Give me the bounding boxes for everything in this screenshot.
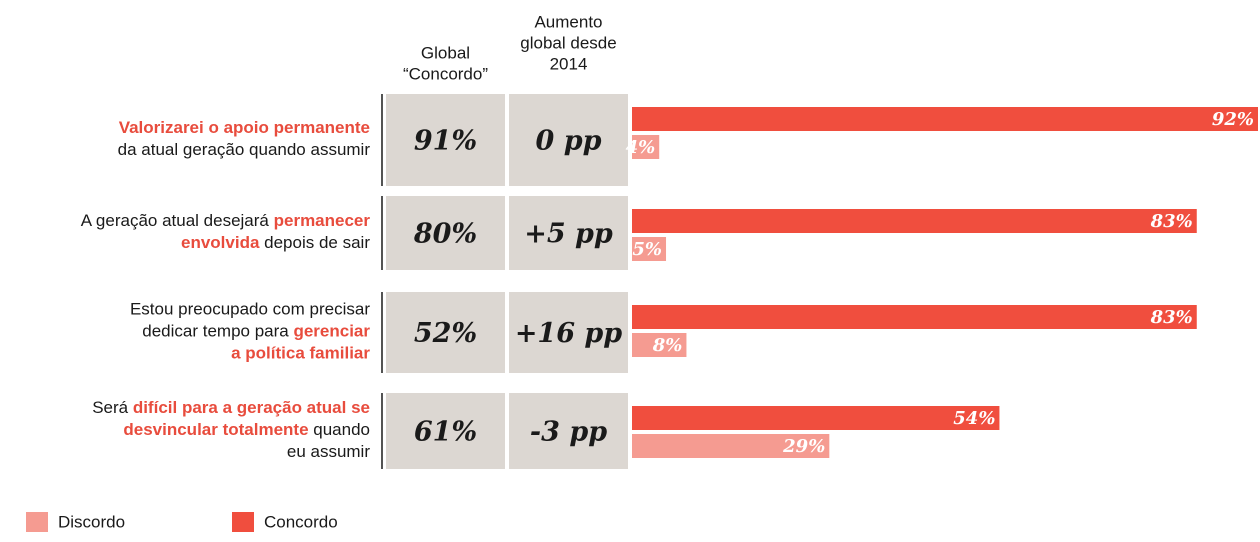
- column-header: Global: [421, 43, 470, 62]
- row-label: da atual geração quando assumir: [118, 140, 371, 159]
- bar-label: 92%: [1212, 109, 1254, 130]
- row-label: Será difícil para a geração atual se: [92, 398, 370, 417]
- row-label-part: envolvida: [181, 233, 260, 252]
- table-cell: [386, 94, 505, 186]
- legend-swatch: [232, 512, 254, 532]
- column-header: 2014: [550, 54, 588, 73]
- row-label-part: a política familiar: [231, 344, 370, 363]
- legend-swatch: [26, 512, 48, 532]
- table-cell: [509, 393, 628, 469]
- row-label-part: eu assumir: [287, 442, 370, 461]
- bar: [632, 209, 1197, 233]
- bar: [632, 237, 667, 261]
- bar-label: 83%: [1150, 307, 1193, 328]
- row-label: envolvida depois de sair: [181, 233, 370, 252]
- table-value: 0 pp: [536, 126, 602, 157]
- table-value: -3 pp: [530, 417, 607, 448]
- table-value: 80%: [413, 219, 477, 250]
- bar: [632, 333, 687, 357]
- bar: [632, 406, 1000, 430]
- row-label-part: gerenciar: [293, 322, 370, 341]
- table-cell: [386, 292, 505, 373]
- bar-label: 83%: [1150, 211, 1193, 232]
- table-cell: [509, 292, 628, 373]
- table-cell: [509, 196, 628, 270]
- legend-label: Concordo: [264, 512, 338, 531]
- row-label: desvincular totalmente quando: [123, 420, 370, 439]
- bar-label: 4%: [626, 137, 656, 158]
- row-label-part: Valorizarei o apoio permanente: [119, 118, 370, 137]
- row-label-part: desvincular totalmente: [123, 420, 308, 439]
- row-label: Estou preocupado com precisar: [130, 300, 370, 319]
- row-label-part: Estou preocupado com precisar: [130, 300, 370, 319]
- row-label-part: depois de sair: [259, 233, 370, 252]
- table-value: 52%: [414, 318, 477, 349]
- bar: [632, 107, 1258, 131]
- table-cell: [509, 94, 628, 186]
- row-label-part: A geração atual desejará: [81, 211, 274, 230]
- bar-label: 5%: [632, 239, 662, 260]
- table-cell: [386, 196, 505, 270]
- row-label: a política familiar: [231, 344, 370, 363]
- row-label-part: quando: [309, 420, 370, 439]
- bar: [632, 305, 1197, 329]
- row-label-part: difícil para a geração atual se: [133, 398, 370, 417]
- column-header: global desde: [520, 33, 616, 52]
- bar-label: 8%: [652, 335, 683, 356]
- row-label-part: dedicar tempo para: [142, 322, 293, 341]
- row-label: Valorizarei o apoio permanente: [119, 118, 370, 137]
- column-header: Aumento: [534, 12, 602, 31]
- bar-label: 54%: [953, 408, 995, 429]
- table-value: 91%: [414, 126, 477, 157]
- legend-label: Discordo: [58, 512, 125, 531]
- column-header: “Concordo”: [403, 64, 488, 83]
- row-label: dedicar tempo para gerenciar: [142, 322, 370, 341]
- bar-label: 29%: [782, 436, 825, 457]
- row-label: eu assumir: [287, 442, 370, 461]
- bar: [632, 434, 830, 458]
- row-label-part: permanecer: [274, 211, 371, 230]
- table-value: +16 pp: [515, 318, 622, 349]
- table-value: +5 pp: [524, 219, 613, 250]
- bar: [632, 135, 660, 159]
- row-label-part: Será: [92, 398, 133, 417]
- table-cell: [386, 393, 505, 469]
- row-label: A geração atual desejará permanecer: [81, 211, 371, 230]
- row-label-part: da atual geração quando assumir: [118, 140, 371, 159]
- table-value: 61%: [414, 417, 477, 448]
